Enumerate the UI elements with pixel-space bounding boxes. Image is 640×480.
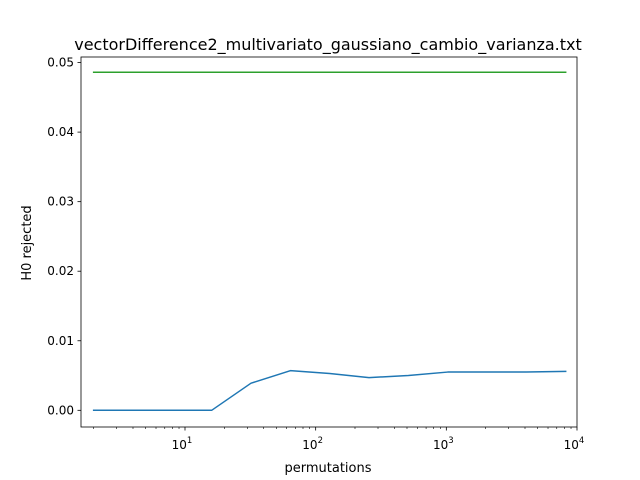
y-tick-label: 0.02 — [47, 264, 74, 278]
y-tick-label: 0.03 — [47, 195, 74, 209]
x-tick-base: 10 — [433, 438, 448, 452]
chart-title: vectorDifference2_multivariato_gaussiano… — [74, 35, 582, 55]
y-tick-label: 0.05 — [47, 56, 74, 70]
x-tick-base: 10 — [564, 438, 579, 452]
y-tick-label: 0.00 — [47, 403, 74, 417]
x-tick-exponent: 2 — [318, 436, 323, 446]
series-line-1 — [92, 369, 567, 412]
y-tick-label: 0.04 — [47, 125, 74, 139]
x-tick-exponent: 3 — [448, 436, 453, 446]
y-axis-label: H0 rejected — [20, 205, 35, 280]
y-tick-label: 0.01 — [47, 334, 74, 348]
x-tick-base: 10 — [302, 438, 317, 452]
x-tick-base: 10 — [172, 438, 187, 452]
x-axis-label: permutations — [284, 461, 371, 476]
x-tick-label: 102 — [302, 436, 323, 452]
axes-frame — [80, 56, 578, 428]
x-tick-label: 104 — [564, 436, 585, 452]
x-tick-label: 103 — [433, 436, 454, 452]
x-tick-exponent: 1 — [187, 436, 192, 446]
x-tick-exponent: 4 — [579, 436, 584, 446]
x-tick-label: 101 — [172, 436, 193, 452]
